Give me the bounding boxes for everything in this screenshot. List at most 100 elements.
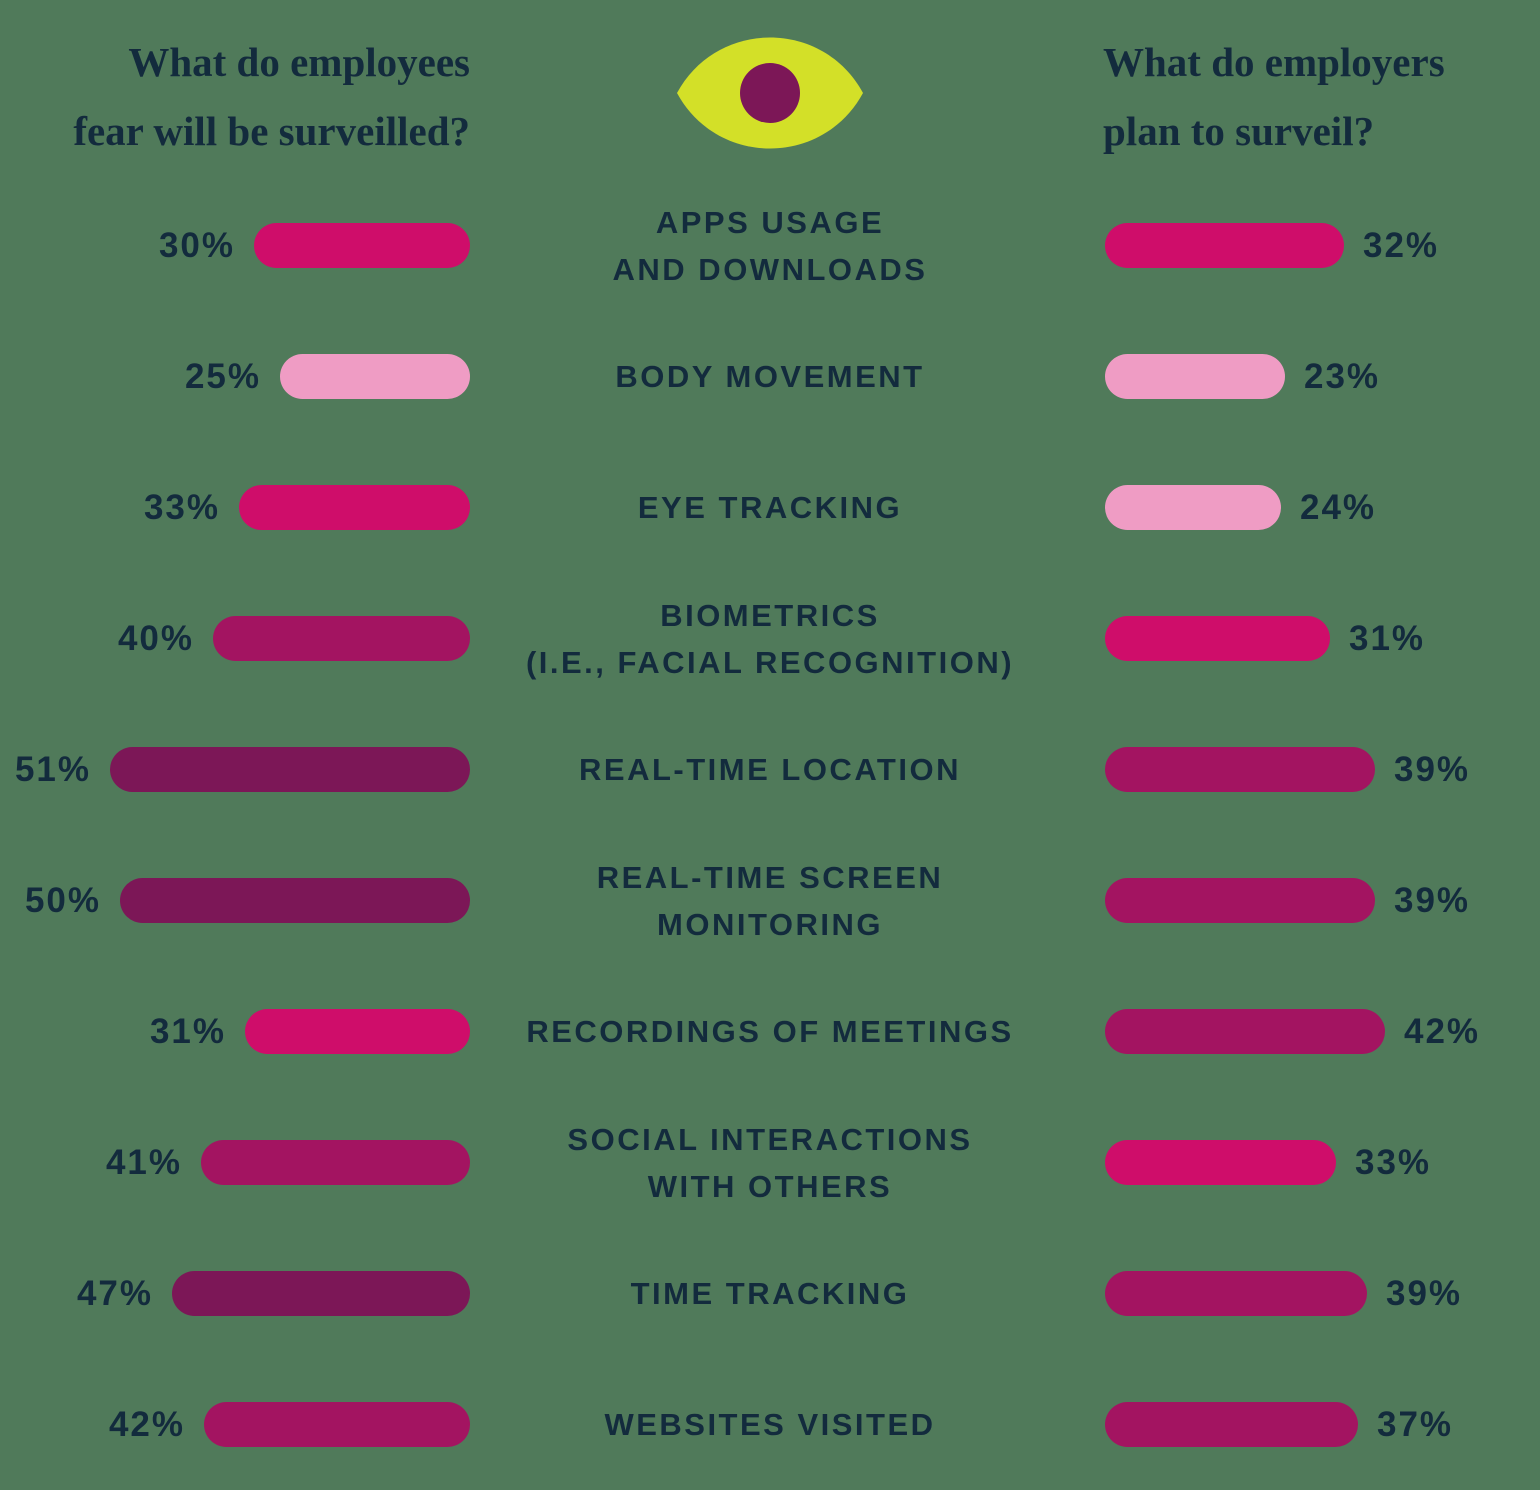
employers-cell: 32%	[1105, 223, 1540, 268]
employees-cell: 33%	[0, 485, 470, 530]
employers-bar	[1105, 616, 1330, 661]
employees-bar	[239, 485, 470, 530]
employees-cell: 50%	[0, 878, 470, 923]
employees-cell: 40%	[0, 616, 470, 661]
employers-bar	[1105, 878, 1375, 923]
employers-bar	[1105, 223, 1344, 268]
category-label: BODY MOVEMENT	[470, 353, 1105, 400]
employers-bar	[1105, 485, 1281, 530]
employees-value-label: 47%	[76, 1273, 153, 1313]
eye-icon	[677, 37, 863, 149]
employers-value-label: 24%	[1300, 487, 1377, 527]
employees-cell: 30%	[0, 223, 470, 268]
category-label: WEBSITES VISITED	[470, 1401, 1105, 1448]
category-label-line: WEBSITES VISITED	[604, 1407, 936, 1442]
employers-bar	[1105, 747, 1375, 792]
category-label: BIOMETRICS (I.E., FACIAL RECOGNITION)	[470, 592, 1105, 686]
employees-bar	[201, 1140, 470, 1185]
chart-row: 42% WEBSITES VISITED 37%	[0, 1359, 1540, 1490]
employees-value-label: 25%	[184, 356, 261, 396]
employees-value-label: 50%	[24, 880, 101, 920]
category-label-line: WITH OTHERS	[647, 1168, 893, 1204]
employers-bar	[1105, 1140, 1336, 1185]
employers-value-label: 33%	[1355, 1142, 1432, 1182]
employees-cell: 31%	[0, 1009, 470, 1054]
employers-value-label: 39%	[1386, 1273, 1463, 1313]
employees-value-label: 42%	[108, 1404, 185, 1444]
employees-value-label: 51%	[14, 749, 91, 789]
category-label: SOCIAL INTERACTIONS WITH OTHERS	[470, 1116, 1105, 1210]
employers-value-label: 31%	[1349, 618, 1426, 658]
category-label-line: BODY MOVEMENT	[615, 359, 925, 394]
employers-cell: 39%	[1105, 1271, 1540, 1316]
category-label-line: SOCIAL INTERACTIONS	[567, 1121, 973, 1157]
right-title-line-2: plan to surveil?	[1103, 108, 1375, 154]
chart-row: 47% TIME TRACKING 39%	[0, 1228, 1540, 1359]
employers-value-label: 39%	[1394, 880, 1471, 920]
chart-row: 25% BODY MOVEMENT 23%	[0, 311, 1540, 442]
right-column-title: What do employers plan to surveil?	[1103, 28, 1540, 166]
category-label: EYE TRACKING	[470, 484, 1105, 531]
employees-cell: 51%	[0, 747, 470, 792]
employees-cell: 42%	[0, 1402, 470, 1447]
employees-cell: 41%	[0, 1140, 470, 1185]
category-label-line: (I.E., FACIAL RECOGNITION)	[525, 644, 1015, 680]
chart-rows: 30% APPS USAGE AND DOWNLOADS 32% 25% BODY…	[0, 180, 1540, 1490]
employers-bar	[1105, 1271, 1367, 1316]
category-label: APPS USAGE AND DOWNLOADS	[470, 199, 1105, 293]
employers-cell: 23%	[1105, 354, 1540, 399]
employers-cell: 39%	[1105, 747, 1540, 792]
category-label-line: BIOMETRICS	[660, 597, 880, 633]
employees-cell: 47%	[0, 1271, 470, 1316]
category-label-line: EYE TRACKING	[637, 490, 903, 525]
category-label: TIME TRACKING	[470, 1270, 1105, 1317]
employees-cell: 25%	[0, 354, 470, 399]
employers-bar	[1105, 1009, 1385, 1054]
employees-bar	[172, 1271, 470, 1316]
employees-bar	[120, 878, 470, 923]
category-label-line: REAL-TIME LOCATION	[579, 752, 961, 787]
chart-row: 41% SOCIAL INTERACTIONS WITH OTHERS 33%	[0, 1097, 1540, 1228]
category-label-line: AND DOWNLOADS	[612, 251, 928, 287]
employers-cell: 39%	[1105, 878, 1540, 923]
left-column-title: What do employees fear will be surveille…	[0, 28, 470, 166]
employees-value-label: 33%	[143, 487, 220, 527]
employers-cell: 31%	[1105, 616, 1540, 661]
chart-row: 40% BIOMETRICS (I.E., FACIAL RECOGNITION)…	[0, 573, 1540, 704]
employers-cell: 24%	[1105, 485, 1540, 530]
chart-row: 30% APPS USAGE AND DOWNLOADS 32%	[0, 180, 1540, 311]
employers-bar	[1105, 354, 1285, 399]
right-title-line-1: What do employers	[1103, 39, 1445, 85]
employees-value-label: 30%	[158, 225, 235, 265]
employees-value-label: 31%	[149, 1011, 226, 1051]
employers-value-label: 42%	[1404, 1011, 1481, 1051]
left-title-line-1: What do employees	[128, 39, 470, 85]
employers-value-label: 37%	[1377, 1404, 1454, 1444]
employers-cell: 37%	[1105, 1402, 1540, 1447]
category-label-line: MONITORING	[657, 906, 883, 942]
category-label-line: APPS USAGE	[655, 204, 885, 240]
employers-cell: 42%	[1105, 1009, 1540, 1054]
category-label-line: TIME TRACKING	[630, 1276, 910, 1311]
employees-bar	[245, 1009, 470, 1054]
category-label-line: RECORDINGS OF MEETINGS	[526, 1014, 1014, 1049]
employers-bar	[1105, 1402, 1358, 1447]
chart-row: 31% RECORDINGS OF MEETINGS 42%	[0, 966, 1540, 1097]
employees-bar	[213, 616, 470, 661]
chart-row: 33% EYE TRACKING 24%	[0, 442, 1540, 573]
employers-value-label: 32%	[1363, 225, 1440, 265]
employers-cell: 33%	[1105, 1140, 1540, 1185]
employers-value-label: 23%	[1304, 356, 1381, 396]
employees-value-label: 40%	[117, 618, 194, 658]
employees-bar	[204, 1402, 470, 1447]
employees-bar	[254, 223, 470, 268]
employers-value-label: 39%	[1394, 749, 1471, 789]
category-label: RECORDINGS OF MEETINGS	[470, 1008, 1105, 1055]
chart-row: 50% REAL-TIME SCREEN MONITORING 39%	[0, 835, 1540, 966]
employees-bar	[110, 747, 470, 792]
left-title-line-2: fear will be surveilled?	[73, 108, 470, 154]
category-label: REAL-TIME LOCATION	[470, 746, 1105, 793]
category-label: REAL-TIME SCREEN MONITORING	[470, 854, 1105, 948]
chart-row: 51% REAL-TIME LOCATION 39%	[0, 704, 1540, 835]
